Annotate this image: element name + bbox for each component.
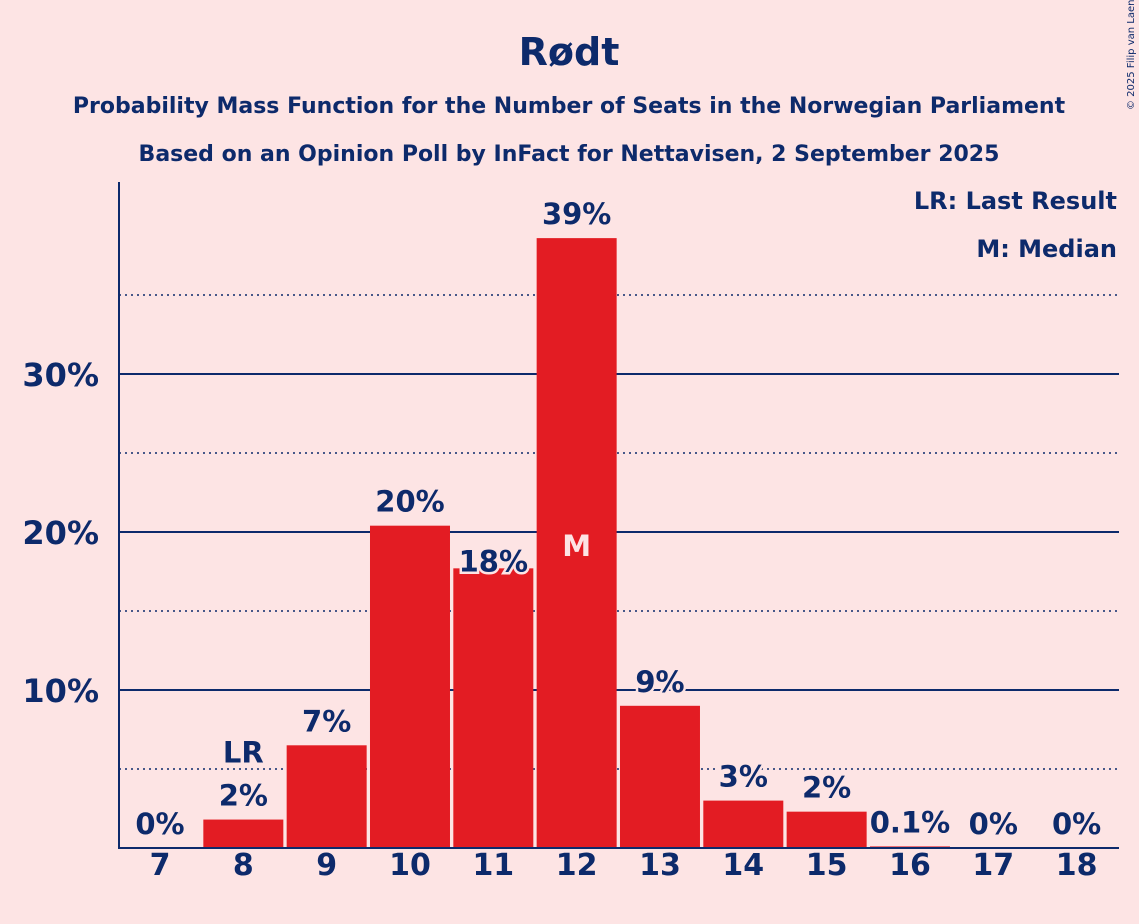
bar: [286, 745, 367, 848]
data-label: 7%: [302, 704, 351, 738]
data-label: 9%: [635, 665, 684, 699]
data-label: 3%: [719, 760, 768, 794]
bar: [203, 819, 284, 848]
x-tick-label: 13: [639, 848, 681, 883]
bar: [619, 705, 700, 848]
x-tick-label: 10: [389, 848, 431, 883]
x-tick-label: 9: [316, 848, 337, 883]
x-tick-label: 11: [472, 848, 514, 883]
median-marker: M: [562, 529, 591, 563]
copyright-notice: © 2025 Filip van Laenen: [1126, 0, 1137, 110]
data-label: 0.1%: [870, 805, 950, 839]
data-label: 18%: [459, 544, 528, 578]
chart-subtitle-1: Probability Mass Function for the Number…: [73, 94, 1066, 119]
chart-subtitle-2: Based on an Opinion Poll by InFact for N…: [139, 142, 1000, 167]
data-label: 0%: [1052, 807, 1101, 841]
bar: [703, 800, 784, 848]
x-tick-label: 17: [972, 848, 1014, 883]
gridlines: [119, 294, 1119, 770]
x-tick-label: 15: [806, 848, 848, 883]
last-result-marker: LR: [223, 736, 264, 770]
data-label: 2%: [802, 771, 851, 805]
y-tick-label: 10%: [22, 672, 99, 710]
x-axis-ticks: 7 8 9 10 11 12 13 14 15 16 17 18: [150, 848, 1098, 883]
data-label: 2%: [219, 779, 268, 813]
data-label: 0%: [969, 807, 1018, 841]
legend-last-result: LR: Last Result: [914, 187, 1117, 215]
x-tick-label: 8: [233, 848, 254, 883]
x-tick-label: 7: [150, 848, 171, 883]
chart-title: Rødt: [519, 30, 620, 74]
x-tick-label: 14: [722, 848, 764, 883]
bar: [453, 568, 534, 848]
y-axis-ticks: 10% 20% 30%: [22, 356, 99, 710]
bars: [203, 238, 950, 848]
y-tick-label: 30%: [22, 356, 99, 394]
data-label: 20%: [375, 485, 444, 519]
data-label: 39%: [542, 197, 611, 231]
bar: [369, 525, 450, 848]
x-tick-label: 16: [889, 848, 931, 883]
legend-median: M: Median: [976, 235, 1117, 263]
data-label: 0%: [135, 807, 184, 841]
data-labels: 0% 2% LR 7% 20% 18% 39% M 9% 3% 2% 0.1% 0% 0%: [133, 195, 1104, 844]
x-tick-label: 18: [1056, 848, 1098, 883]
bar: [536, 238, 617, 848]
bar: [786, 811, 867, 848]
y-tick-label: 20%: [22, 514, 99, 552]
x-tick-label: 12: [556, 848, 598, 883]
